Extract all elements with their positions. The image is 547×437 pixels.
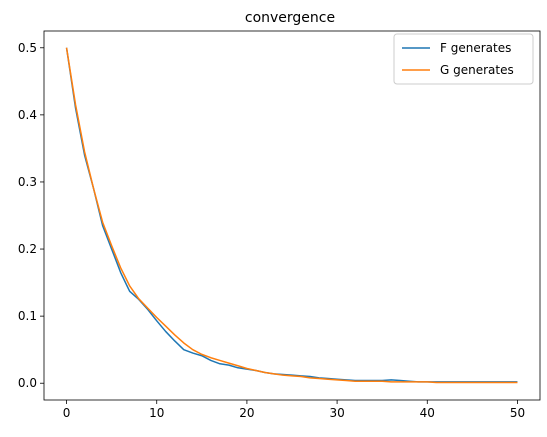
series-layer	[65, 47, 518, 384]
chart-title: convergence	[245, 10, 335, 26]
plot-frame	[43, 30, 541, 401]
y-tick-label: 0.5	[18, 41, 37, 55]
legend-box	[393, 33, 534, 85]
series-line-g-generates	[65, 47, 518, 384]
y-tick-label: 0.3	[18, 175, 37, 189]
x-tick-label: 20	[239, 406, 254, 420]
legend-label-g-generates: G generates	[440, 63, 514, 77]
legend-label-f-generates: F generates	[440, 41, 511, 55]
x-tick-label: 0	[63, 406, 71, 420]
x-tick-label: 50	[510, 406, 525, 420]
x-tick-label: 40	[420, 406, 435, 420]
y-tick-label: 0.0	[18, 376, 37, 390]
legend: F generates G generates	[393, 33, 534, 85]
axes-layer: 0 10 20 30 40 50 0.0 0.1 0.2 0.3 0.4 0.5	[18, 30, 541, 420]
x-tick-label: 10	[149, 406, 164, 420]
series-line-f-generates	[65, 47, 518, 383]
x-tick-label: 30	[329, 406, 344, 420]
y-tick-label: 0.1	[18, 309, 37, 323]
y-tick-label: 0.2	[18, 242, 37, 256]
y-tick-label: 0.4	[18, 108, 37, 122]
